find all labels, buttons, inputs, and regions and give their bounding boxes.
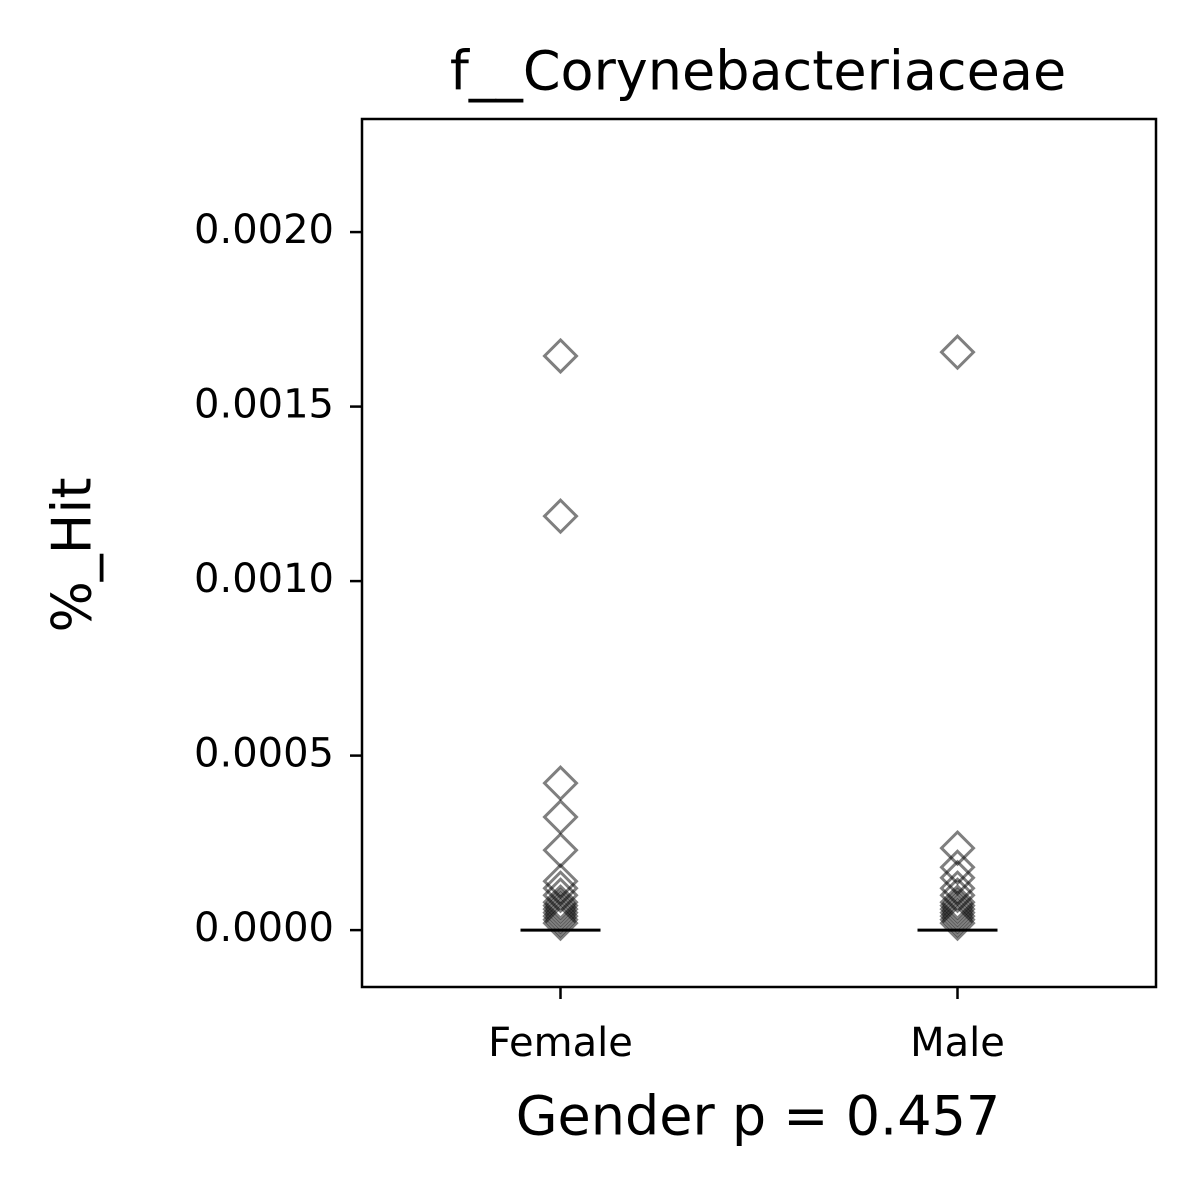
plot-frame	[360, 117, 1158, 989]
data-point	[542, 898, 579, 935]
data-point	[939, 891, 976, 928]
data-point	[939, 901, 976, 938]
data-point	[939, 849, 976, 886]
data-point	[939, 898, 976, 935]
data-point	[542, 498, 579, 535]
data-point	[542, 884, 579, 921]
x-tick-label: Male	[910, 1020, 1005, 1066]
y-tick-label: 0.0020	[194, 207, 334, 253]
data-point	[542, 832, 579, 869]
y-tick-label: 0.0005	[194, 731, 334, 777]
data-point	[542, 798, 579, 836]
data-point	[542, 337, 579, 375]
chart-title: f__Corynebacteriaceae	[450, 40, 1066, 103]
data-point	[542, 887, 579, 924]
data-point	[542, 905, 579, 942]
data-point	[939, 905, 976, 942]
data-point	[939, 884, 976, 921]
y-tick-label: 0.0015	[194, 382, 334, 428]
data-point	[542, 901, 579, 938]
data-point	[939, 334, 976, 371]
y-tick-label: 0.0010	[194, 556, 334, 602]
y-tick-label: 0.0000	[194, 905, 334, 951]
data-point	[542, 765, 579, 802]
data-point	[542, 877, 579, 914]
data-point	[542, 891, 579, 928]
data-point	[939, 829, 976, 867]
x-tick-label: Female	[488, 1020, 633, 1066]
data-point	[939, 887, 976, 924]
y-axis-label: %_Hit	[41, 477, 104, 632]
x-axis-label: Gender p = 0.457	[516, 1085, 1001, 1148]
data-point	[939, 877, 976, 914]
